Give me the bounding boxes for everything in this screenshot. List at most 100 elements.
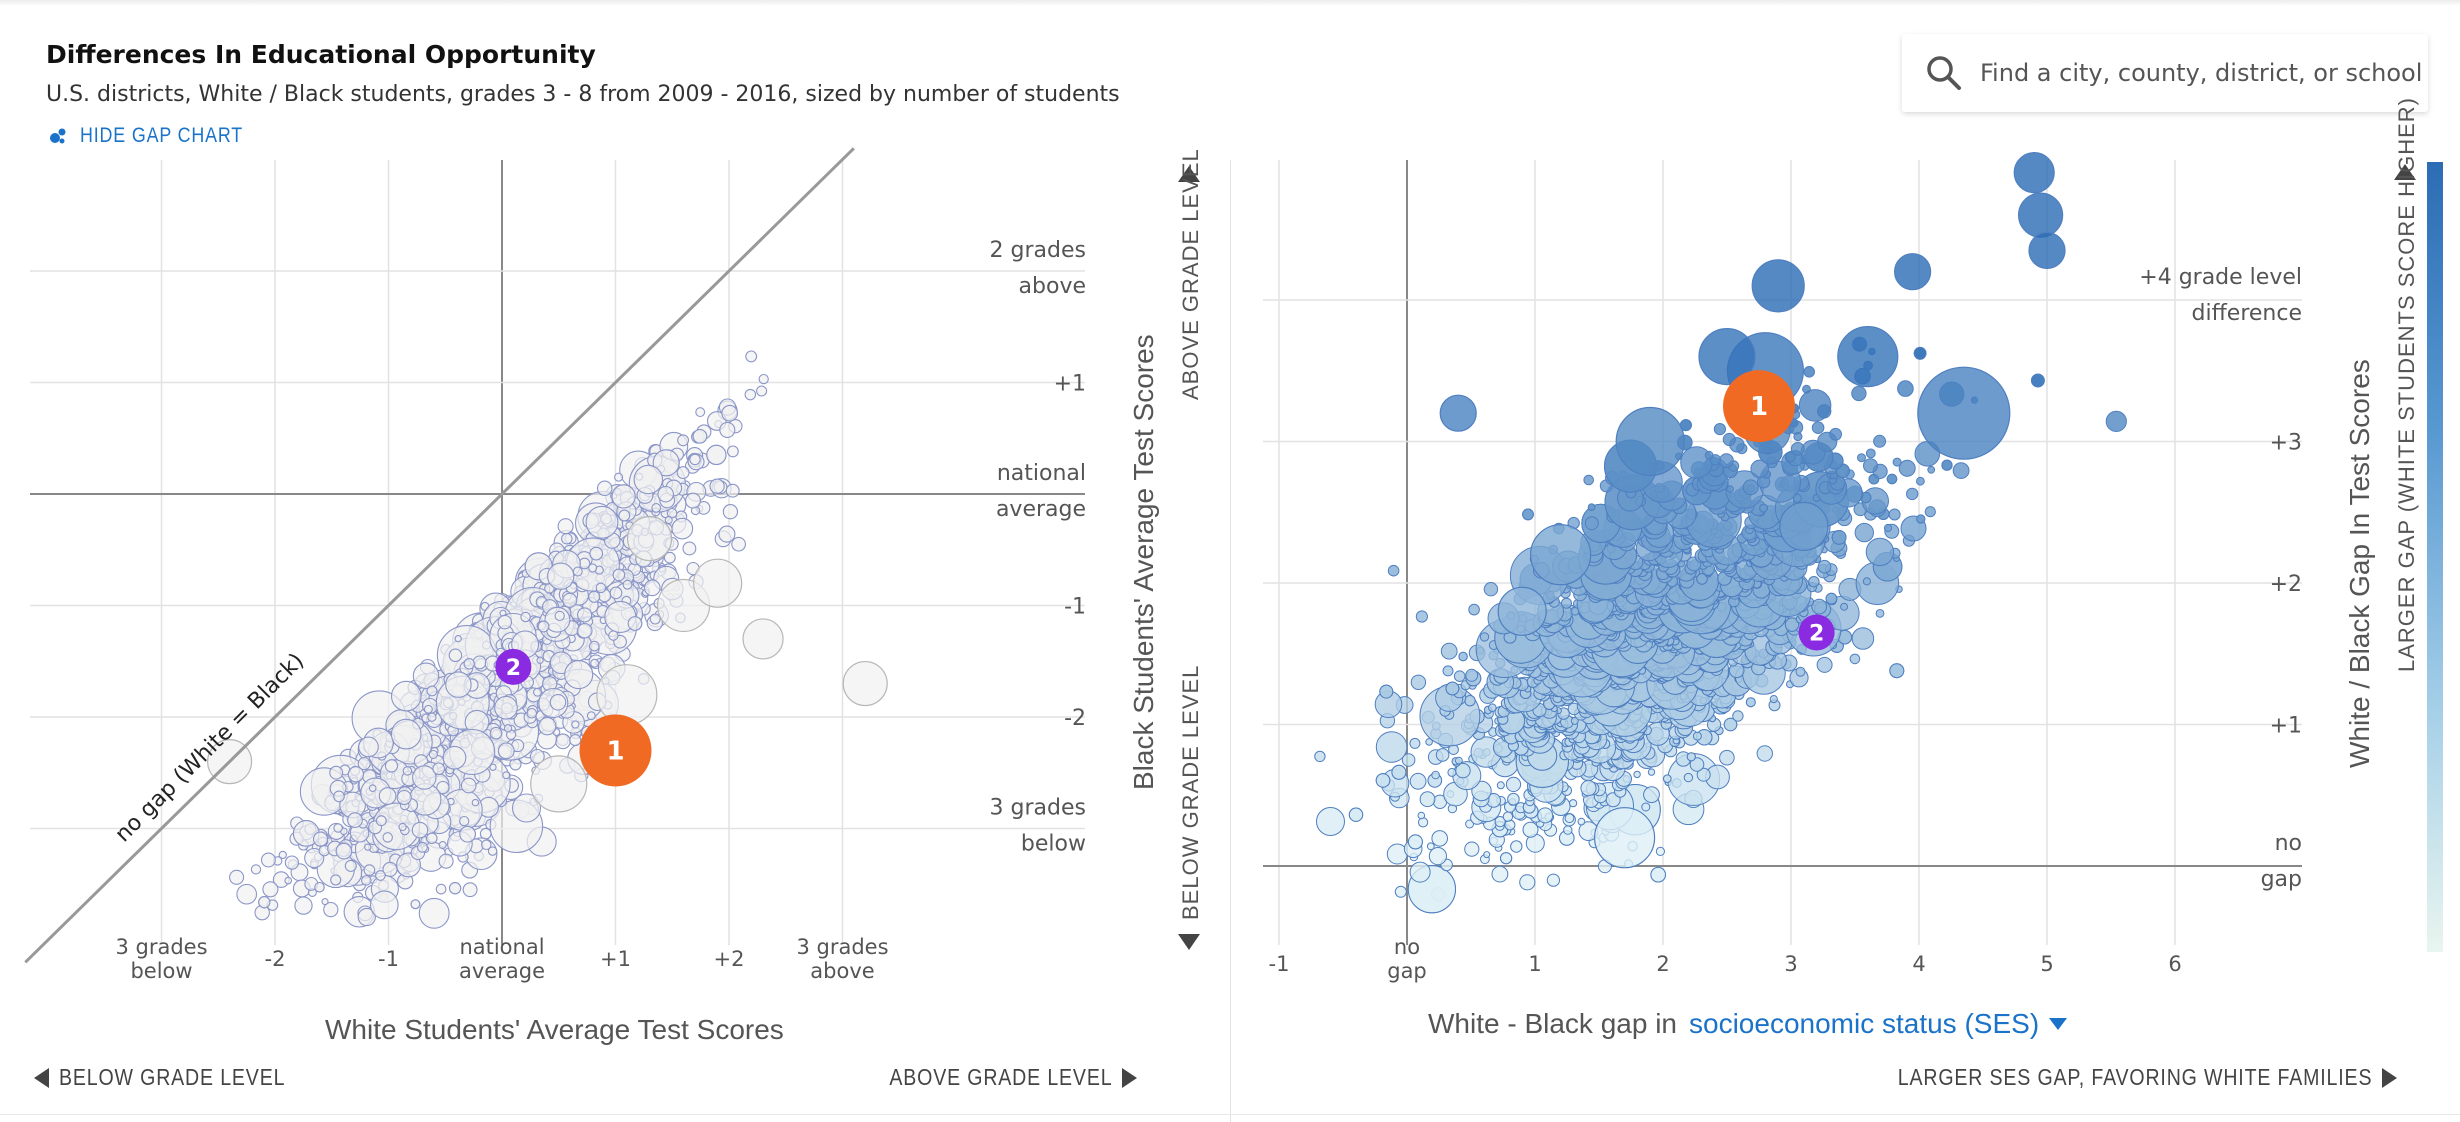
- district-bubble: [1409, 772, 1427, 790]
- district-bubble: [1537, 807, 1554, 824]
- district-bubble: [1507, 792, 1520, 806]
- district-bubble: [1811, 421, 1825, 435]
- district-bubble: [1375, 731, 1408, 763]
- district-bubble: [1391, 764, 1407, 780]
- district-bubble: [1615, 406, 1685, 477]
- district-bubble: [1496, 781, 1505, 790]
- left-x-axis-title: White Students' Average Test Scores: [325, 1014, 784, 1045]
- district-bubble: [1790, 442, 1805, 456]
- top-shadow: [0, 0, 2460, 6]
- district-bubble: [1314, 750, 1326, 763]
- district-bubble: [2013, 152, 2055, 194]
- ses-metric-dropdown[interactable]: socioeconomic status (SES): [1689, 1008, 2068, 1040]
- district-bubble: [1455, 756, 1463, 765]
- district-bubble: [1802, 384, 1811, 394]
- x-below-grade-nav[interactable]: BELOW GRADE LEVEL: [34, 1064, 325, 1091]
- district-bubble: [1428, 847, 1448, 866]
- x-tick-label: no: [1394, 935, 1420, 959]
- district-bubble: [1862, 577, 1872, 586]
- district-bubble: [1803, 366, 1815, 378]
- district-bubble: [1417, 811, 1426, 820]
- y-tick-label: 3 grades: [990, 796, 1086, 821]
- district-bubble: [1488, 703, 1497, 713]
- district-bubble: [2105, 410, 2127, 432]
- search-box[interactable]: Find a city, county, district, or school: [1902, 34, 2428, 112]
- district-bubble: [1897, 380, 1914, 397]
- x-tick-label: gap: [1387, 959, 1427, 983]
- district-bubble: [1641, 802, 1651, 812]
- district-bubble: [1865, 537, 1895, 567]
- district-bubble: [1849, 653, 1861, 665]
- district-bubble: [1458, 651, 1468, 662]
- district-bubble: [1647, 768, 1656, 776]
- larger-ses-gap-label: LARGER SES GAP, FAVORING WHITE FAMILIES: [1897, 1064, 2373, 1090]
- district-bubble: [1593, 807, 1656, 869]
- hide-gap-chart-button[interactable]: HIDE GAP CHART: [48, 124, 272, 148]
- x-tick-label: -2: [265, 947, 286, 971]
- district-bubble: [1751, 259, 1805, 313]
- district-bubble: [1468, 603, 1480, 616]
- district-bubble: [1546, 873, 1561, 887]
- district-bubble: [1851, 627, 1875, 650]
- x-tick-label: 4: [1912, 952, 1925, 976]
- district-bubble: [1497, 586, 1547, 636]
- district-bubble: [1889, 663, 1905, 679]
- district-bubble: [1442, 665, 1454, 677]
- district-bubble: [1505, 776, 1522, 793]
- y-above-grade-label[interactable]: ABOVE GRADE LEVEL: [1178, 148, 1203, 400]
- district-bubble: [1583, 474, 1594, 486]
- color-legend-bar: [2427, 162, 2443, 952]
- district-bubble: [323, 901, 339, 918]
- district-bubble: [1522, 508, 1534, 521]
- highlight-marker-label: 1: [1750, 392, 1768, 422]
- district-bubble: [1759, 503, 1768, 513]
- district-bubble: [1409, 861, 1431, 883]
- district-bubble: [1924, 506, 1936, 518]
- y-below-grade-label[interactable]: BELOW GRADE LEVEL: [1178, 664, 1203, 920]
- district-bubble: [1316, 807, 1345, 836]
- arrow-right-icon: [2382, 1067, 2398, 1088]
- district-bubble: [1439, 394, 1477, 432]
- district-bubble: [1917, 366, 2011, 460]
- district-bubble: [1916, 476, 1925, 486]
- district-bubble: [1756, 745, 1774, 762]
- district-bubble: [1875, 609, 1885, 618]
- district-bubble: [1479, 632, 1490, 642]
- district-bubble: [1561, 597, 1572, 609]
- district-bubble: [1394, 885, 1407, 898]
- larger-ses-gap-nav[interactable]: LARGER SES GAP, FAVORING WHITE FAMILIES: [1814, 1064, 2398, 1091]
- district-bubble: [1435, 748, 1450, 762]
- y-tick-label: 2 grades: [990, 238, 1086, 263]
- x-tick-label: 3: [1784, 952, 1797, 976]
- district-bubble: [1580, 780, 1597, 797]
- x-above-grade-nav[interactable]: ABOVE GRADE LEVEL: [850, 1064, 1138, 1091]
- hide-gap-chart-label: HIDE GAP CHART: [80, 124, 244, 147]
- district-bubble: [1732, 710, 1744, 722]
- district-bubble: [1883, 523, 1893, 533]
- y-tick-label: difference: [2192, 301, 2302, 326]
- district-bubble: [1840, 602, 1849, 611]
- district-bubble: [1952, 462, 1970, 480]
- search-input[interactable]: Find a city, county, district, or school: [1980, 59, 2423, 87]
- x-tick-label: 5: [2040, 952, 2053, 976]
- district-bubble: [1779, 501, 1829, 552]
- district-bubble: [1886, 473, 1898, 485]
- x-tick-label: 3 grades: [115, 935, 207, 959]
- x-tick-label: average: [459, 959, 545, 983]
- district-bubble: [2028, 231, 2066, 270]
- district-bubble: [1445, 681, 1460, 696]
- district-bubble: [663, 551, 676, 564]
- district-bubble: [1857, 453, 1866, 463]
- district-bubble: [1719, 453, 1734, 469]
- bubbles-icon: [50, 128, 66, 144]
- district-bubble: [1650, 866, 1666, 883]
- district-bubble: [1510, 840, 1523, 853]
- ses-metric-label: socioeconomic status (SES): [1689, 1008, 2040, 1039]
- arrow-down-icon[interactable]: [1178, 934, 1200, 950]
- district-bubble: [1447, 767, 1457, 777]
- x-tick-label: 1: [1528, 952, 1541, 976]
- district-bubble: [1519, 874, 1536, 891]
- district-bubble: [1837, 326, 1899, 388]
- right-x-axis-prefix: White - Black gap in: [1428, 1008, 1677, 1039]
- district-bubble: [1683, 772, 1694, 783]
